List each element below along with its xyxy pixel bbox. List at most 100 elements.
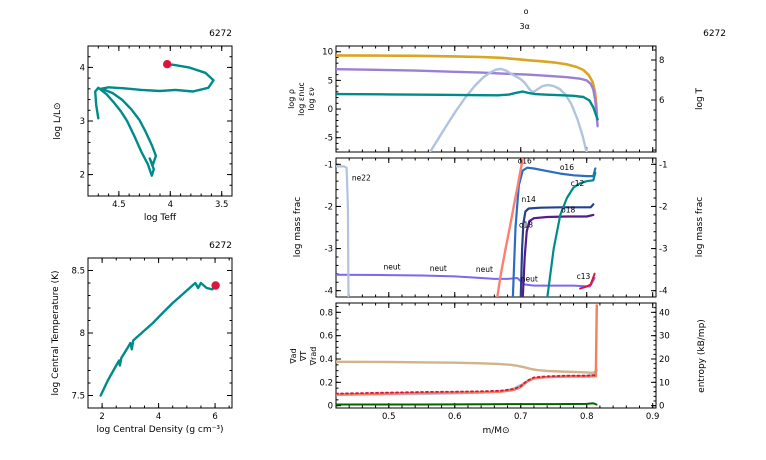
y-tick-label: 0 [659,402,664,412]
plot-frame [87,257,233,409]
burn-zone-annotation: 3α [520,22,530,31]
y-axis-label: log Central Temperature (K) [51,270,61,395]
left-axis-label: log εν [307,87,316,111]
isotope-label: o16 [560,163,574,172]
figure-p1: 10 5 0 -5 8 6 log T log ρ log εnuc log εν [287,45,705,153]
isotope-label: c12 [571,179,585,188]
isotope-label: neut [384,263,401,272]
current-model-marker [211,281,220,290]
curve-log-eps-nu [336,90,599,121]
y-tick-label: -4 [325,287,333,297]
right-axis-label: entropy (kB/mp) [697,319,707,393]
curve-he4 [496,158,524,297]
curve-ne22 [336,165,350,297]
curve-grad-ad [336,360,598,374]
curve-log-eps-nuc [428,67,588,152]
y-tick-label: -2 [325,202,333,212]
x-tick-label: 4 [168,200,173,210]
isotope-label: o18 [519,221,533,230]
y-tick-label: 10 [659,378,670,388]
x-tick-label: 4 [156,412,161,422]
plot-frame [87,45,233,197]
left-axis-label: log εnuc [297,82,306,116]
plot-frame [335,45,657,153]
left-axis-label: log ρ [287,89,296,109]
y-tick-label: 0.4 [319,355,333,365]
x-tick-label: 3.5 [215,200,229,210]
y-tick-label: 7.5 [71,392,85,402]
right-axis-label: log T [695,87,705,110]
y-tick-label: 8.5 [71,267,85,277]
x-tick-label: 0.9 [646,412,660,422]
x-tick-label: 0.7 [514,412,528,422]
figure-hr: 4.5 4 3.5 4 3 2 log Teff log L/L⊙ [53,45,233,223]
x-axis-label: log Central Density (g cm⁻³) [97,425,224,435]
y-tick-label: 4 [80,63,85,73]
left-axis-label: ∇rad [309,347,318,367]
y-tick-label: -5 [325,134,333,144]
x-tick-label: 4.5 [112,200,126,210]
isotope-label: o16 [518,156,532,165]
x-tick-label: 6 [212,412,217,422]
x-axis-label: log Teff [144,213,177,223]
y-axis-label: log L/L⊙ [53,102,63,139]
y-tick-label: 0.2 [319,378,333,388]
isotope-label: o18 [561,205,575,214]
curve-o18 [521,213,595,297]
curve-log-rho [336,67,599,128]
y-tick-label: 0.8 [319,308,333,318]
isotope-label: ne22 [352,173,371,182]
x-tick-label: 2 [99,412,104,422]
left-axis-label: ∇ad [289,348,298,364]
y-tick-label: 0.6 [319,332,333,342]
y-tick-label: 6 [659,96,664,106]
y-tick-label: -3 [325,245,333,255]
burn-zone-annotation: o [524,7,529,16]
left-axis-label: ∇T [299,351,308,362]
curve-neut [336,273,596,288]
figure-trho: 2 4 6 8.5 8 7.5 log Central Density (g cm⁻³) lo… [51,257,233,435]
model-number-hr: 6272 [209,29,232,39]
curve-baseline-green [336,402,598,406]
y-tick-label: 40 [659,308,670,318]
y-tick-label: 0 [328,402,333,412]
isotope-label: neut [430,264,447,273]
y-tick-label: 8 [659,56,664,66]
curve-log-T [336,54,599,116]
isotope-label: c13 [577,272,591,281]
curve-o16 [511,166,597,297]
curve-grad-T [336,374,598,395]
y-tick-label: 0 [328,105,333,115]
plot-frame [335,157,657,298]
y-tick-label: 20 [659,355,670,365]
curve-c13 [579,272,596,290]
y-tick-label: 30 [659,332,670,342]
isotope-label: n14 [522,195,537,204]
isotope-label: neut [476,265,493,274]
current-model-marker [163,60,172,69]
figure-p3: 0.5 0.6 0.7 0.8 0.9 0.8 0.6 0.4 0.2 0 40 30 20 10 0 m/M… [289,302,707,436]
isotope-label: neut [521,274,538,283]
model-number-trho: 6272 [209,241,232,251]
figure-p2: -1 -2 -3 -4 -1 -2 -3 -4 ne22 o16 o16 n14 o18 o18 c12 ne… [293,156,705,298]
y-tick-label: 3 [80,117,85,127]
x-axis-label: m/M⊙ [482,426,509,436]
curve-central-track [99,281,217,397]
model-number-profile: 6272 [703,29,726,39]
y-axis-label: log mass frac [293,197,303,257]
x-tick-label: 0.8 [580,412,594,422]
y-tick-label: 2 [80,171,85,181]
plot-frame [335,302,657,409]
y-tick-label: 8 [80,329,85,339]
y-tick-label: -3 [659,245,667,255]
y-tick-label: 10 [322,48,333,58]
curve-evolution-track [93,62,215,177]
y-tick-label: -1 [659,160,667,170]
y-tick-label: -4 [659,287,667,297]
y-tick-label: -1 [325,160,333,170]
x-tick-label: 0.6 [448,412,462,422]
x-tick-label: 0.5 [382,412,396,422]
y-tick-label: -2 [659,202,667,212]
